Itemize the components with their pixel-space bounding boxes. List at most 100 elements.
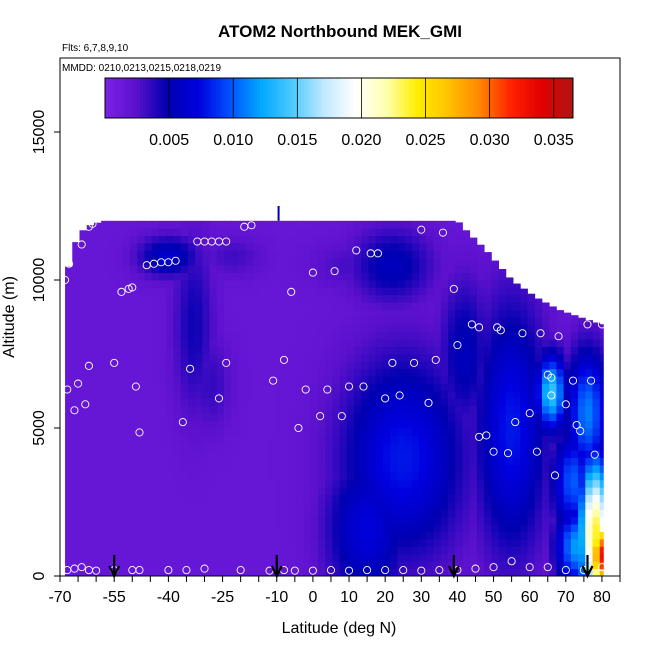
heatmap-cell xyxy=(65,368,73,377)
heatmap-cell xyxy=(151,324,160,333)
colorbar-segment xyxy=(224,78,229,118)
heatmap-cell xyxy=(238,383,247,392)
heatmap-cell xyxy=(310,235,319,244)
heatmap-cell xyxy=(180,509,189,518)
heatmap-cell xyxy=(65,324,73,333)
heatmap-cell xyxy=(122,531,131,540)
heatmap-cell xyxy=(448,376,456,384)
colorbar-segment xyxy=(172,78,176,118)
heatmap-cell xyxy=(448,539,456,547)
heatmap-cell xyxy=(274,361,283,370)
heatmap-cell xyxy=(310,531,319,540)
heatmap-cell xyxy=(527,420,536,429)
heatmap-cell xyxy=(440,450,449,458)
x-axis: -70 -55 -40 -25 -10 0 10 20 30 40 50 60 70 80 xyxy=(48,576,621,606)
heatmap-cell xyxy=(93,494,102,503)
heatmap-cell xyxy=(231,428,239,436)
colorbar-segment xyxy=(265,78,270,118)
heatmap-cell xyxy=(231,531,239,540)
heatmap-cell xyxy=(101,331,109,340)
heatmap-cell xyxy=(224,228,232,236)
heatmap-cell xyxy=(375,391,384,399)
heatmap-cell xyxy=(187,235,196,244)
heatmap-cell xyxy=(556,531,565,540)
heatmap-cell xyxy=(296,280,304,288)
heatmap-cell xyxy=(455,280,463,288)
heatmap-cell xyxy=(202,265,210,273)
heatmap-cell xyxy=(281,531,290,540)
heatmap-cell xyxy=(187,428,196,436)
heatmap-cell xyxy=(93,405,102,414)
heatmap-cell xyxy=(108,465,117,473)
heatmap-cell xyxy=(549,524,557,532)
heatmap-cell xyxy=(325,346,333,355)
heatmap-cell xyxy=(339,524,348,532)
heatmap-cell xyxy=(180,361,189,370)
heatmap-cell xyxy=(224,280,232,288)
heatmap-cell xyxy=(513,339,521,347)
heatmap-cell xyxy=(245,243,254,251)
heatmap-cell xyxy=(332,376,341,384)
heatmap-cell xyxy=(260,257,268,266)
heatmap-cell xyxy=(173,243,182,251)
heatmap-cell xyxy=(599,398,604,407)
heatmap-cell xyxy=(556,442,565,451)
heatmap-cell xyxy=(599,516,604,525)
heatmap-cell xyxy=(549,546,557,555)
heatmap-cell xyxy=(224,516,232,525)
heatmap-cell xyxy=(238,479,247,488)
heatmap-cell xyxy=(375,280,384,288)
heatmap-cell xyxy=(231,487,239,495)
heatmap-cell xyxy=(375,309,384,318)
heatmap-cell xyxy=(440,428,449,436)
heatmap-cell xyxy=(65,317,73,325)
heatmap-cell xyxy=(570,346,579,355)
heatmap-cell xyxy=(411,568,420,577)
heatmap-cell xyxy=(440,243,449,251)
heatmap-cell xyxy=(462,457,471,466)
heatmap-cell xyxy=(122,339,131,347)
heatmap-cell xyxy=(274,524,283,532)
heatmap-cell xyxy=(498,531,507,540)
heatmap-cell xyxy=(469,331,478,340)
heatmap-cell xyxy=(166,272,174,281)
heatmap-cell xyxy=(599,420,604,429)
heatmap-cell xyxy=(79,294,88,303)
heatmap-cell xyxy=(216,235,225,244)
heatmap-cell xyxy=(101,265,109,273)
heatmap-cell xyxy=(404,487,413,495)
heatmap-cell xyxy=(368,435,377,444)
heatmap-cell xyxy=(419,339,427,347)
heatmap-cell xyxy=(224,317,232,325)
heatmap-cell xyxy=(224,243,232,251)
heatmap-cell xyxy=(130,243,138,251)
heatmap-cell xyxy=(368,339,377,347)
heatmap-cell xyxy=(520,561,528,569)
heatmap-cell xyxy=(281,324,290,333)
heatmap-cell xyxy=(151,383,160,392)
heatmap-cell xyxy=(368,324,377,333)
heatmap-cell xyxy=(339,383,348,392)
heatmap-cell xyxy=(108,494,117,503)
heatmap-cell xyxy=(202,346,210,355)
heatmap-cell xyxy=(585,391,593,399)
heatmap-cell xyxy=(397,465,406,473)
heatmap-cell xyxy=(563,346,572,355)
heatmap-cell xyxy=(390,457,398,466)
colorbar-segment xyxy=(377,78,381,118)
heatmap-cell xyxy=(274,450,283,458)
heatmap-cell xyxy=(202,546,210,555)
heatmap-cell xyxy=(404,494,413,503)
heatmap-cell xyxy=(108,420,117,429)
heatmap-cell xyxy=(238,442,247,451)
heatmap-cell xyxy=(122,420,131,429)
heatmap-cell xyxy=(491,450,500,458)
heatmap-cell xyxy=(505,479,514,488)
heatmap-cell xyxy=(455,435,463,444)
heatmap-cell xyxy=(65,435,73,444)
heatmap-cell xyxy=(527,516,536,525)
colorbar-segment xyxy=(289,78,293,118)
heatmap-cell xyxy=(411,228,420,236)
heatmap-cell xyxy=(462,383,471,392)
heatmap-cell xyxy=(93,561,102,569)
